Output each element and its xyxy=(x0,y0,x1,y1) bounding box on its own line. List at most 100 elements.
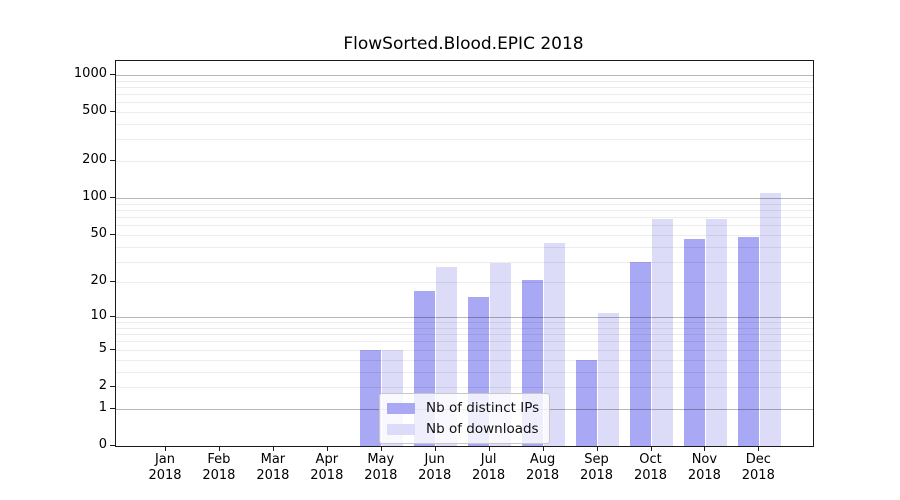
x-tick-label-oct: Oct 2018 xyxy=(624,452,678,483)
y-tick-1 xyxy=(110,407,115,409)
x-tick-month-mar: Mar xyxy=(260,452,286,467)
legend-label-downloads: Nb of downloads xyxy=(426,421,539,437)
legend-entry-distinct-ips: Nb of distinct IPs xyxy=(387,400,541,416)
gridline-minor-40 xyxy=(116,246,813,248)
legend-swatch-downloads xyxy=(387,423,415,435)
y-tick-label-20: 20 xyxy=(90,273,107,289)
x-tick-month-jun: Jun xyxy=(424,452,445,467)
legend-swatch-ips xyxy=(387,402,415,414)
gridline-minor-80 xyxy=(116,209,813,211)
x-tick-month-jan: Jan xyxy=(154,452,176,467)
x-tick-label-sep: Sep 2018 xyxy=(570,452,624,483)
x-tick-year-apr: 2018 xyxy=(310,467,344,483)
legend-label-distinct-ips: Nb of distinct IPs xyxy=(426,400,540,416)
x-tick-month-sep: Sep xyxy=(584,452,609,467)
x-tick-year-mar: 2018 xyxy=(256,467,290,483)
gridline-minor-30 xyxy=(116,261,813,263)
x-tick-month-apr: Apr xyxy=(315,452,339,467)
x-tick-label-aug: Aug 2018 xyxy=(516,452,570,483)
gridline-minor-300 xyxy=(116,139,813,141)
x-tick-year-jul: 2018 xyxy=(472,467,506,483)
y-tick-10 xyxy=(110,316,115,318)
gridline-minor-7 xyxy=(116,334,813,336)
gridline-minor-400 xyxy=(116,124,813,125)
x-tick-year-feb: 2018 xyxy=(202,467,236,483)
x-tick-label-mar: Mar 2018 xyxy=(246,452,300,483)
x-tick-may xyxy=(380,446,382,451)
x-tick-jun xyxy=(434,446,436,451)
x-tick-year-sep: 2018 xyxy=(579,467,614,483)
y-tick-label-0: 0 xyxy=(98,437,107,452)
y-tick-1000 xyxy=(110,73,115,75)
y-tick-200 xyxy=(110,160,115,162)
x-tick-year-dec: 2018 xyxy=(741,467,775,483)
x-tick-label-jul: Jul 2018 xyxy=(462,452,516,483)
y-tick-500 xyxy=(110,111,115,112)
bar-oct-downloads xyxy=(652,218,673,446)
bar-dec-ips xyxy=(737,236,759,446)
x-tick-year-nov: 2018 xyxy=(687,467,721,483)
plot-area: Nb of distinct IPs Nb of downloads xyxy=(115,60,814,447)
x-tick-jul xyxy=(488,446,490,451)
gridline-minor-9 xyxy=(116,322,813,324)
gridline-minor-50 xyxy=(116,234,813,236)
x-tick-month-feb: Feb xyxy=(207,452,231,467)
x-tick-label-nov: Nov 2018 xyxy=(677,452,731,483)
x-tick-oct xyxy=(650,446,652,451)
legend: Nb of distinct IPs Nb of downloads xyxy=(379,393,550,444)
x-tick-year-jan: 2018 xyxy=(148,467,182,483)
y-tick-100 xyxy=(110,197,115,198)
gridline-minor-8 xyxy=(116,327,813,329)
y-tick-5 xyxy=(110,348,115,350)
x-tick-year-oct: 2018 xyxy=(633,467,668,483)
y-tick-label-100: 100 xyxy=(82,189,107,204)
gridline-minor-3 xyxy=(116,371,813,373)
y-tick-label-500: 500 xyxy=(82,103,107,118)
y-tick-0 xyxy=(110,445,115,446)
y-tick-label-2: 2 xyxy=(98,378,107,393)
gridline-minor-70 xyxy=(116,217,813,218)
y-tick-2 xyxy=(110,386,115,387)
bar-may-ips xyxy=(360,349,382,446)
bar-oct-ips xyxy=(630,261,651,446)
bar-nov-ips xyxy=(683,239,705,446)
y-tick-50 xyxy=(110,233,115,235)
x-tick-label-dec: Dec 2018 xyxy=(731,452,785,483)
gridline-minor-500 xyxy=(116,112,813,113)
gridline-major-1000 xyxy=(116,74,813,76)
x-tick-month-oct: Oct xyxy=(639,452,662,467)
gridline-minor-900 xyxy=(116,80,813,82)
gridline-minor-20 xyxy=(116,282,813,284)
y-tick-20 xyxy=(110,281,115,283)
gridline-minor-200 xyxy=(116,161,813,163)
gridline-minor-700 xyxy=(116,93,813,95)
x-tick-month-aug: Aug xyxy=(529,452,556,467)
x-tick-month-nov: Nov xyxy=(691,452,718,467)
y-tick-label-1000: 1000 xyxy=(73,65,107,81)
x-tick-year-may: 2018 xyxy=(364,467,398,483)
gridline-minor-6 xyxy=(116,341,813,343)
plot-inner xyxy=(116,61,813,446)
bar-sep-ips xyxy=(576,359,597,446)
x-tick-month-jul: Jul xyxy=(480,452,497,467)
x-tick-feb xyxy=(218,446,220,451)
y-tick-label-5: 5 xyxy=(98,340,107,356)
x-tick-label-feb: Feb 2018 xyxy=(192,452,246,483)
bar-dec-downloads xyxy=(759,192,781,446)
x-tick-nov xyxy=(704,446,706,451)
gridline-major-100 xyxy=(116,198,813,199)
y-tick-label-1: 1 xyxy=(98,399,107,415)
gridline-minor-60 xyxy=(116,225,813,227)
gridline-minor-600 xyxy=(116,102,813,104)
y-tick-label-200: 200 xyxy=(82,152,107,168)
x-tick-label-jun: Jun 2018 xyxy=(408,452,462,483)
gridline-minor-90 xyxy=(116,203,813,205)
x-tick-dec xyxy=(758,446,760,451)
gridline-minor-4 xyxy=(116,359,813,361)
gridline-minor-2 xyxy=(116,387,813,388)
legend-entry-downloads: Nb of downloads xyxy=(387,421,541,437)
chart-title: FlowSorted.Blood.EPIC 2018 xyxy=(343,34,584,54)
gridline-minor-5 xyxy=(116,349,813,351)
gridline-minor-800 xyxy=(116,86,813,88)
